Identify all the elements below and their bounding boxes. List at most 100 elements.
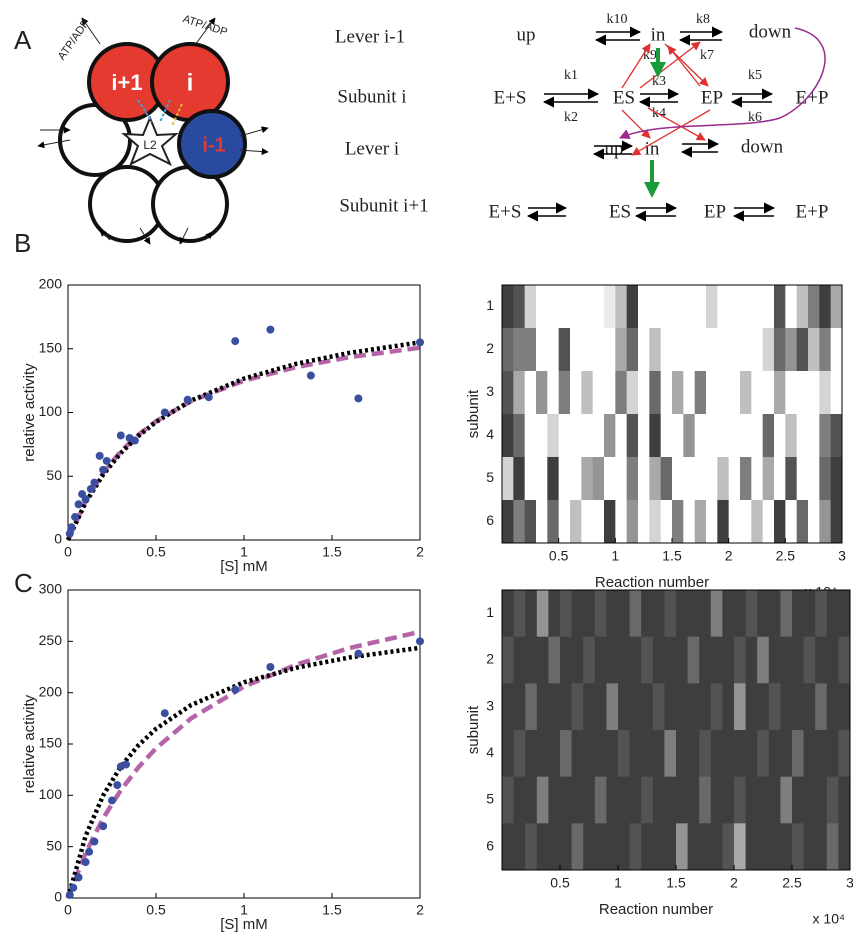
y-tick-label: 6 [486, 837, 494, 853]
heat-cell [638, 414, 650, 458]
heat-cell [796, 328, 809, 372]
heat-cell [558, 285, 571, 329]
heat-cell [796, 371, 809, 415]
heat-cell [547, 414, 560, 458]
heat-cell [757, 590, 770, 638]
heat-cell [672, 414, 684, 458]
heat-cell [652, 590, 665, 638]
heat-cell [652, 730, 665, 778]
data-point [81, 858, 90, 867]
heat-cell [502, 776, 514, 824]
heat-cell [547, 457, 560, 501]
heat-cell [571, 590, 584, 638]
heat-cell [796, 414, 809, 458]
data-point [113, 781, 122, 790]
heat-cell [581, 285, 594, 329]
heat-cell [592, 328, 605, 372]
heat-cell [819, 328, 832, 372]
heat-cell [762, 414, 775, 458]
state: in [651, 24, 666, 45]
heat-cell [762, 457, 775, 501]
heat-cell [606, 823, 619, 871]
heat-cell [547, 371, 560, 415]
x-tick-label: 0 [64, 544, 72, 560]
heat-cell [757, 776, 770, 824]
x-tick-label: 1 [240, 544, 248, 560]
heat-cell [780, 683, 793, 731]
heat-cell [606, 683, 619, 731]
heat-cell [604, 457, 616, 501]
heat-cell [660, 285, 673, 329]
y-axis-label: relative activity [21, 694, 38, 793]
y-tick-label: 150 [39, 735, 63, 751]
heat-cell [740, 371, 752, 415]
heat-cell [604, 371, 616, 415]
heat-cell [687, 823, 700, 871]
heat-cell [830, 285, 843, 329]
data-point [67, 523, 76, 532]
scheme: Lever i-1 Subunit i Lever i Subunit i+1 … [335, 12, 829, 222]
heat-cell [626, 457, 639, 501]
heat-cell [796, 500, 809, 544]
heat-cell [717, 285, 730, 329]
heat-cell [768, 636, 781, 684]
heat-cell [706, 500, 718, 544]
heat-cell [581, 328, 594, 372]
heat-cell [547, 500, 560, 544]
heat-cell [626, 500, 639, 544]
y-tick-label: 2 [486, 651, 494, 667]
x-tick-label: 1.5 [322, 544, 342, 560]
heat-cell [502, 457, 514, 501]
heat-cell [618, 636, 630, 684]
y-tick-label: 200 [39, 683, 63, 699]
heat-cell [785, 371, 798, 415]
heat-cell [583, 776, 596, 824]
heat-cell [660, 457, 673, 501]
heat-cell [780, 636, 793, 684]
y-tick-label: 100 [39, 786, 63, 802]
heat-cell [722, 776, 735, 824]
fit-line [65, 629, 421, 899]
x-tick-label: 0.5 [550, 875, 570, 891]
x-tick-label: 0.5 [146, 902, 166, 918]
heat-cell [768, 590, 781, 638]
heat-cell [740, 328, 752, 372]
heat-cell [513, 414, 526, 458]
heat-cell [745, 730, 758, 778]
heat-cell [803, 590, 816, 638]
heat-cell [583, 730, 596, 778]
heat-cell [774, 371, 786, 415]
rate: k7 [700, 48, 714, 63]
heat-cell [803, 636, 816, 684]
heat-cell [525, 823, 538, 871]
heat-cell [676, 590, 688, 638]
heat-cell [570, 457, 582, 501]
y-tick-label: 4 [486, 744, 494, 760]
heat-cell [699, 636, 712, 684]
heat-cell [638, 500, 650, 544]
heat-cell [826, 590, 839, 638]
heat-cell [592, 457, 605, 501]
heat-cell [502, 371, 514, 415]
y-tick-label: 5 [486, 469, 494, 485]
panel-label: B [14, 228, 31, 258]
heat-cell [826, 683, 839, 731]
heat-cell [717, 457, 730, 501]
state: E+S [494, 87, 527, 108]
heat-cell [638, 371, 650, 415]
x-tick-label: 3 [846, 875, 853, 891]
y-tick-label: 100 [39, 403, 63, 419]
heat-cell [830, 371, 843, 415]
heat-cell [638, 457, 650, 501]
y-tick-label: 300 [39, 581, 63, 597]
heat-cell [745, 683, 758, 731]
heat-cell [687, 590, 700, 638]
heat-cell [699, 683, 712, 731]
heat-cell [502, 683, 514, 731]
x-tick-label: 2.5 [776, 548, 796, 564]
heat-cell [581, 414, 594, 458]
heat-cell [694, 371, 707, 415]
heat-cell [652, 636, 665, 684]
heat-cell [740, 457, 752, 501]
